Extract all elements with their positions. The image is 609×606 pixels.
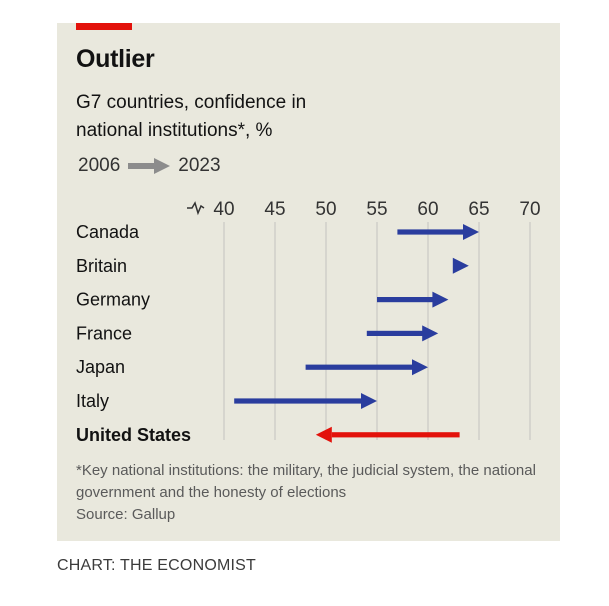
arrow-shaft xyxy=(366,330,424,336)
chart-credit: CHART: THE ECONOMIST xyxy=(57,557,256,574)
arrow-canada xyxy=(397,224,479,240)
x-tick-label: 40 xyxy=(213,199,234,220)
arrow-head xyxy=(361,393,377,409)
legend: 2006 2023 xyxy=(78,155,221,177)
arrow-france xyxy=(366,325,439,342)
arrow-shaft xyxy=(331,432,460,438)
country-label: Britain xyxy=(76,256,127,276)
axis-break-icon xyxy=(187,201,205,216)
legend-start-year: 2006 xyxy=(78,155,121,176)
arrow-shaft xyxy=(377,297,434,303)
arrow-united-states xyxy=(315,426,460,443)
footnote: *Key national institutions: the military… xyxy=(76,460,536,526)
arrow-shaft xyxy=(234,398,362,404)
arrow-head xyxy=(432,291,449,308)
arrow-germany xyxy=(377,291,449,308)
footnote-source: Source: Gallup xyxy=(76,506,176,523)
x-tick-labels: 40 45 50 55 60 65 70 xyxy=(213,199,540,220)
chart-title: Outlier xyxy=(76,45,155,73)
arrow-japan xyxy=(305,359,428,376)
arrow-head xyxy=(452,257,469,274)
x-tick-label: 45 xyxy=(264,199,285,220)
chart-subtitle: G7 countries, confidence in national ins… xyxy=(76,92,307,141)
country-label: Italy xyxy=(76,391,109,411)
x-tick-label: 70 xyxy=(519,199,540,220)
arrow-head xyxy=(412,359,428,376)
country-labels: Canada Britain Germany France Japan Italy Unit… xyxy=(76,222,191,445)
arrow-shaft xyxy=(305,364,413,370)
country-label: Canada xyxy=(76,222,140,242)
x-tick-label: 50 xyxy=(315,199,336,220)
legend-end-year: 2023 xyxy=(178,155,221,176)
arrow-shaft xyxy=(397,229,464,235)
arrow-italy xyxy=(234,393,377,409)
country-label: Japan xyxy=(76,357,125,377)
country-label: Germany xyxy=(76,290,150,310)
x-tick-label: 55 xyxy=(366,199,387,220)
arrow-head xyxy=(422,325,439,342)
arrow-head xyxy=(315,426,332,443)
arrows xyxy=(234,224,479,443)
accent-bar xyxy=(76,23,132,30)
footnote-note: *Key national institutions: the military… xyxy=(76,462,536,501)
legend-arrow-icon xyxy=(128,158,171,174)
arrow-britain xyxy=(452,257,469,274)
x-tick-label: 60 xyxy=(417,199,438,220)
x-tick-label: 65 xyxy=(468,199,489,220)
chart-panel: Outlier G7 countries, confidence in nati… xyxy=(57,23,560,541)
country-label: France xyxy=(76,323,132,343)
arrow-head xyxy=(463,224,479,240)
country-label: United States xyxy=(76,425,191,445)
